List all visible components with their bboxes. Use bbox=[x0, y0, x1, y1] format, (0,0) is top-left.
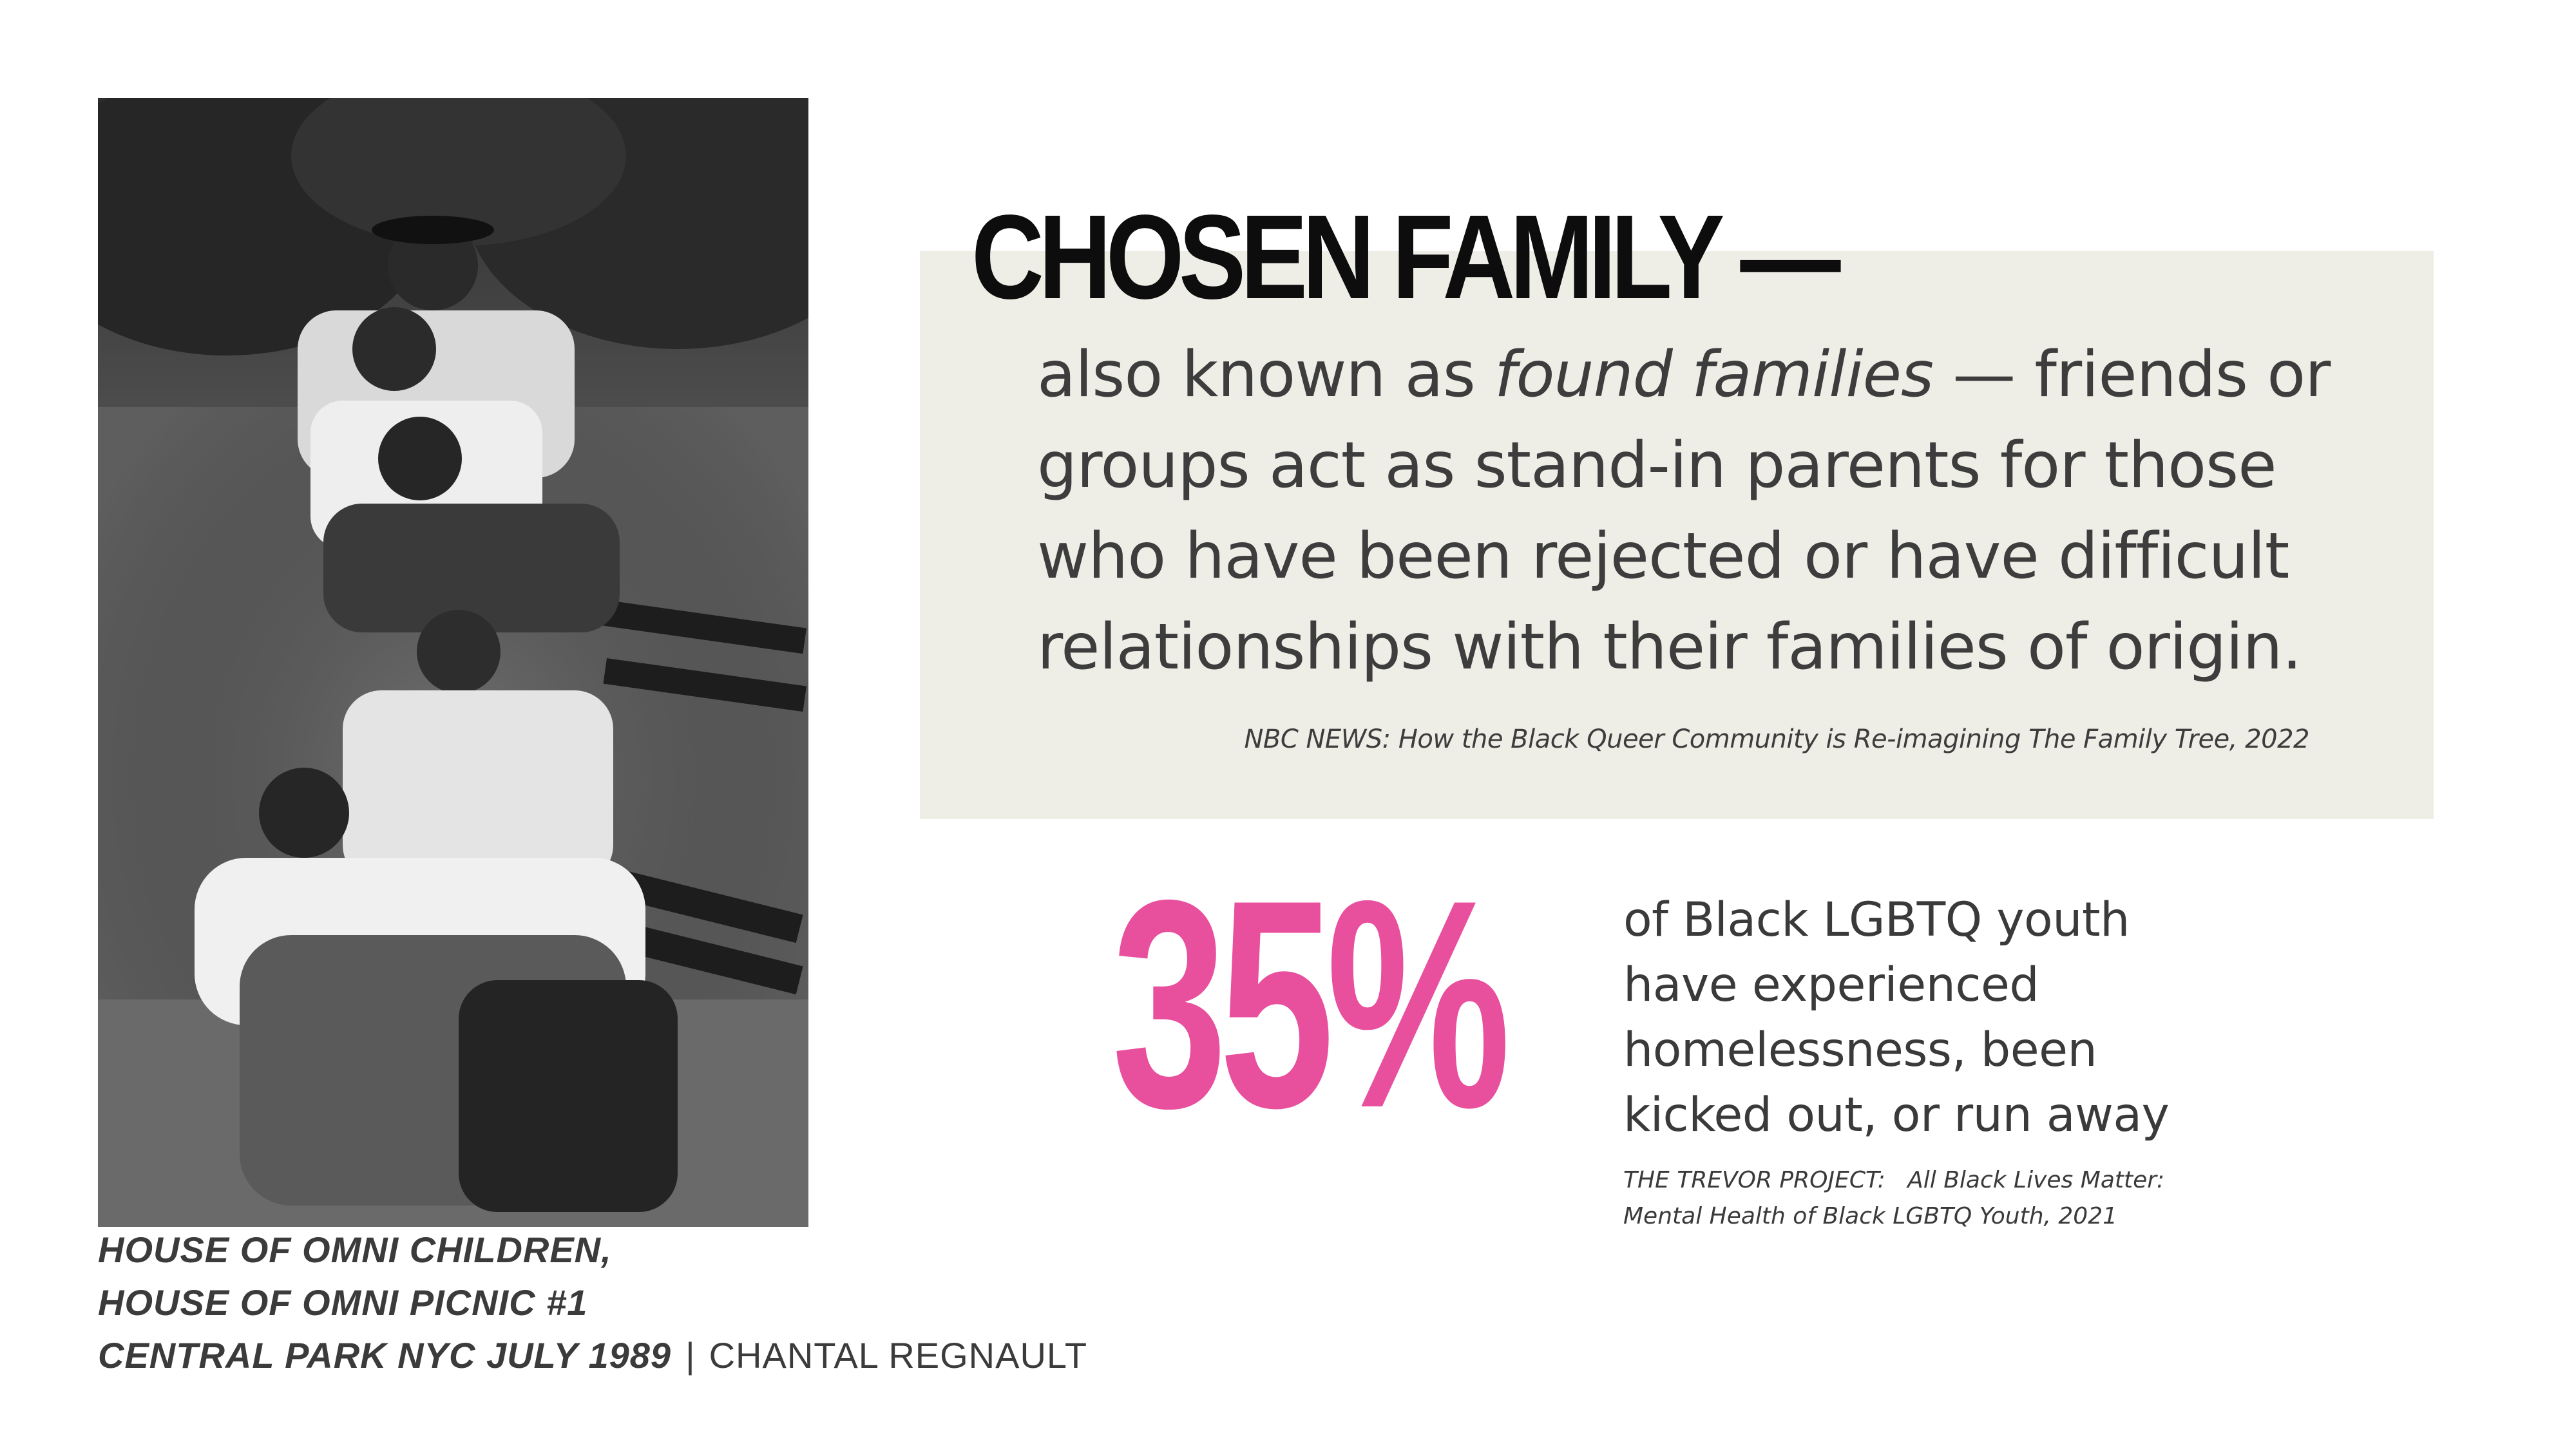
photo-credit: CHANTAL REGNAULT bbox=[709, 1335, 1088, 1376]
definition-text-after: — friends or groups act as stand-in pare… bbox=[1037, 338, 2331, 684]
stat-line-2: have experienced bbox=[1623, 958, 2039, 1012]
stat-line-4: kicked out, or run away bbox=[1623, 1088, 2170, 1142]
definition-source: NBC NEWS: How the Black Queer Community … bbox=[1244, 724, 2310, 754]
caption-line-1: HOUSE OF OMNI CHILDREN, bbox=[98, 1229, 612, 1270]
caption-separator: | bbox=[685, 1335, 695, 1376]
definition-term: found families bbox=[1494, 338, 1934, 412]
stat-line-1: of Black LGBTQ youth bbox=[1623, 893, 2130, 947]
stat-source: THE TREVOR PROJECT: All Black Lives Matt… bbox=[1623, 1162, 2203, 1235]
stat-source-line-2: Mental Health of Black LGBTQ Youth, 2021 bbox=[1623, 1203, 2118, 1229]
photo bbox=[98, 98, 808, 1227]
definition-box bbox=[920, 251, 2434, 819]
definition-text: also known as found families — friends o… bbox=[1037, 330, 2358, 693]
photo-caption: HOUSE OF OMNI CHILDREN, HOUSE OF OMNI PI… bbox=[98, 1224, 1129, 1382]
stat-number: 35% bbox=[1112, 839, 1511, 1170]
photo-image bbox=[98, 98, 808, 1227]
stat-description: of Black LGBTQ youth have experienced ho… bbox=[1623, 887, 2203, 1148]
stat-source-line-1: THE TREVOR PROJECT: All Black Lives Matt… bbox=[1623, 1167, 2165, 1193]
caption-line-3: CENTRAL PARK NYC JULY 1989 bbox=[98, 1335, 672, 1376]
definition-title: CHOSEN FAMILY — bbox=[971, 191, 1841, 324]
definition-text-before: also known as bbox=[1037, 338, 1494, 412]
caption-line-2: HOUSE OF OMNI PICNIC #1 bbox=[98, 1282, 588, 1323]
stat-line-3: homelessness, been bbox=[1623, 1023, 2097, 1077]
